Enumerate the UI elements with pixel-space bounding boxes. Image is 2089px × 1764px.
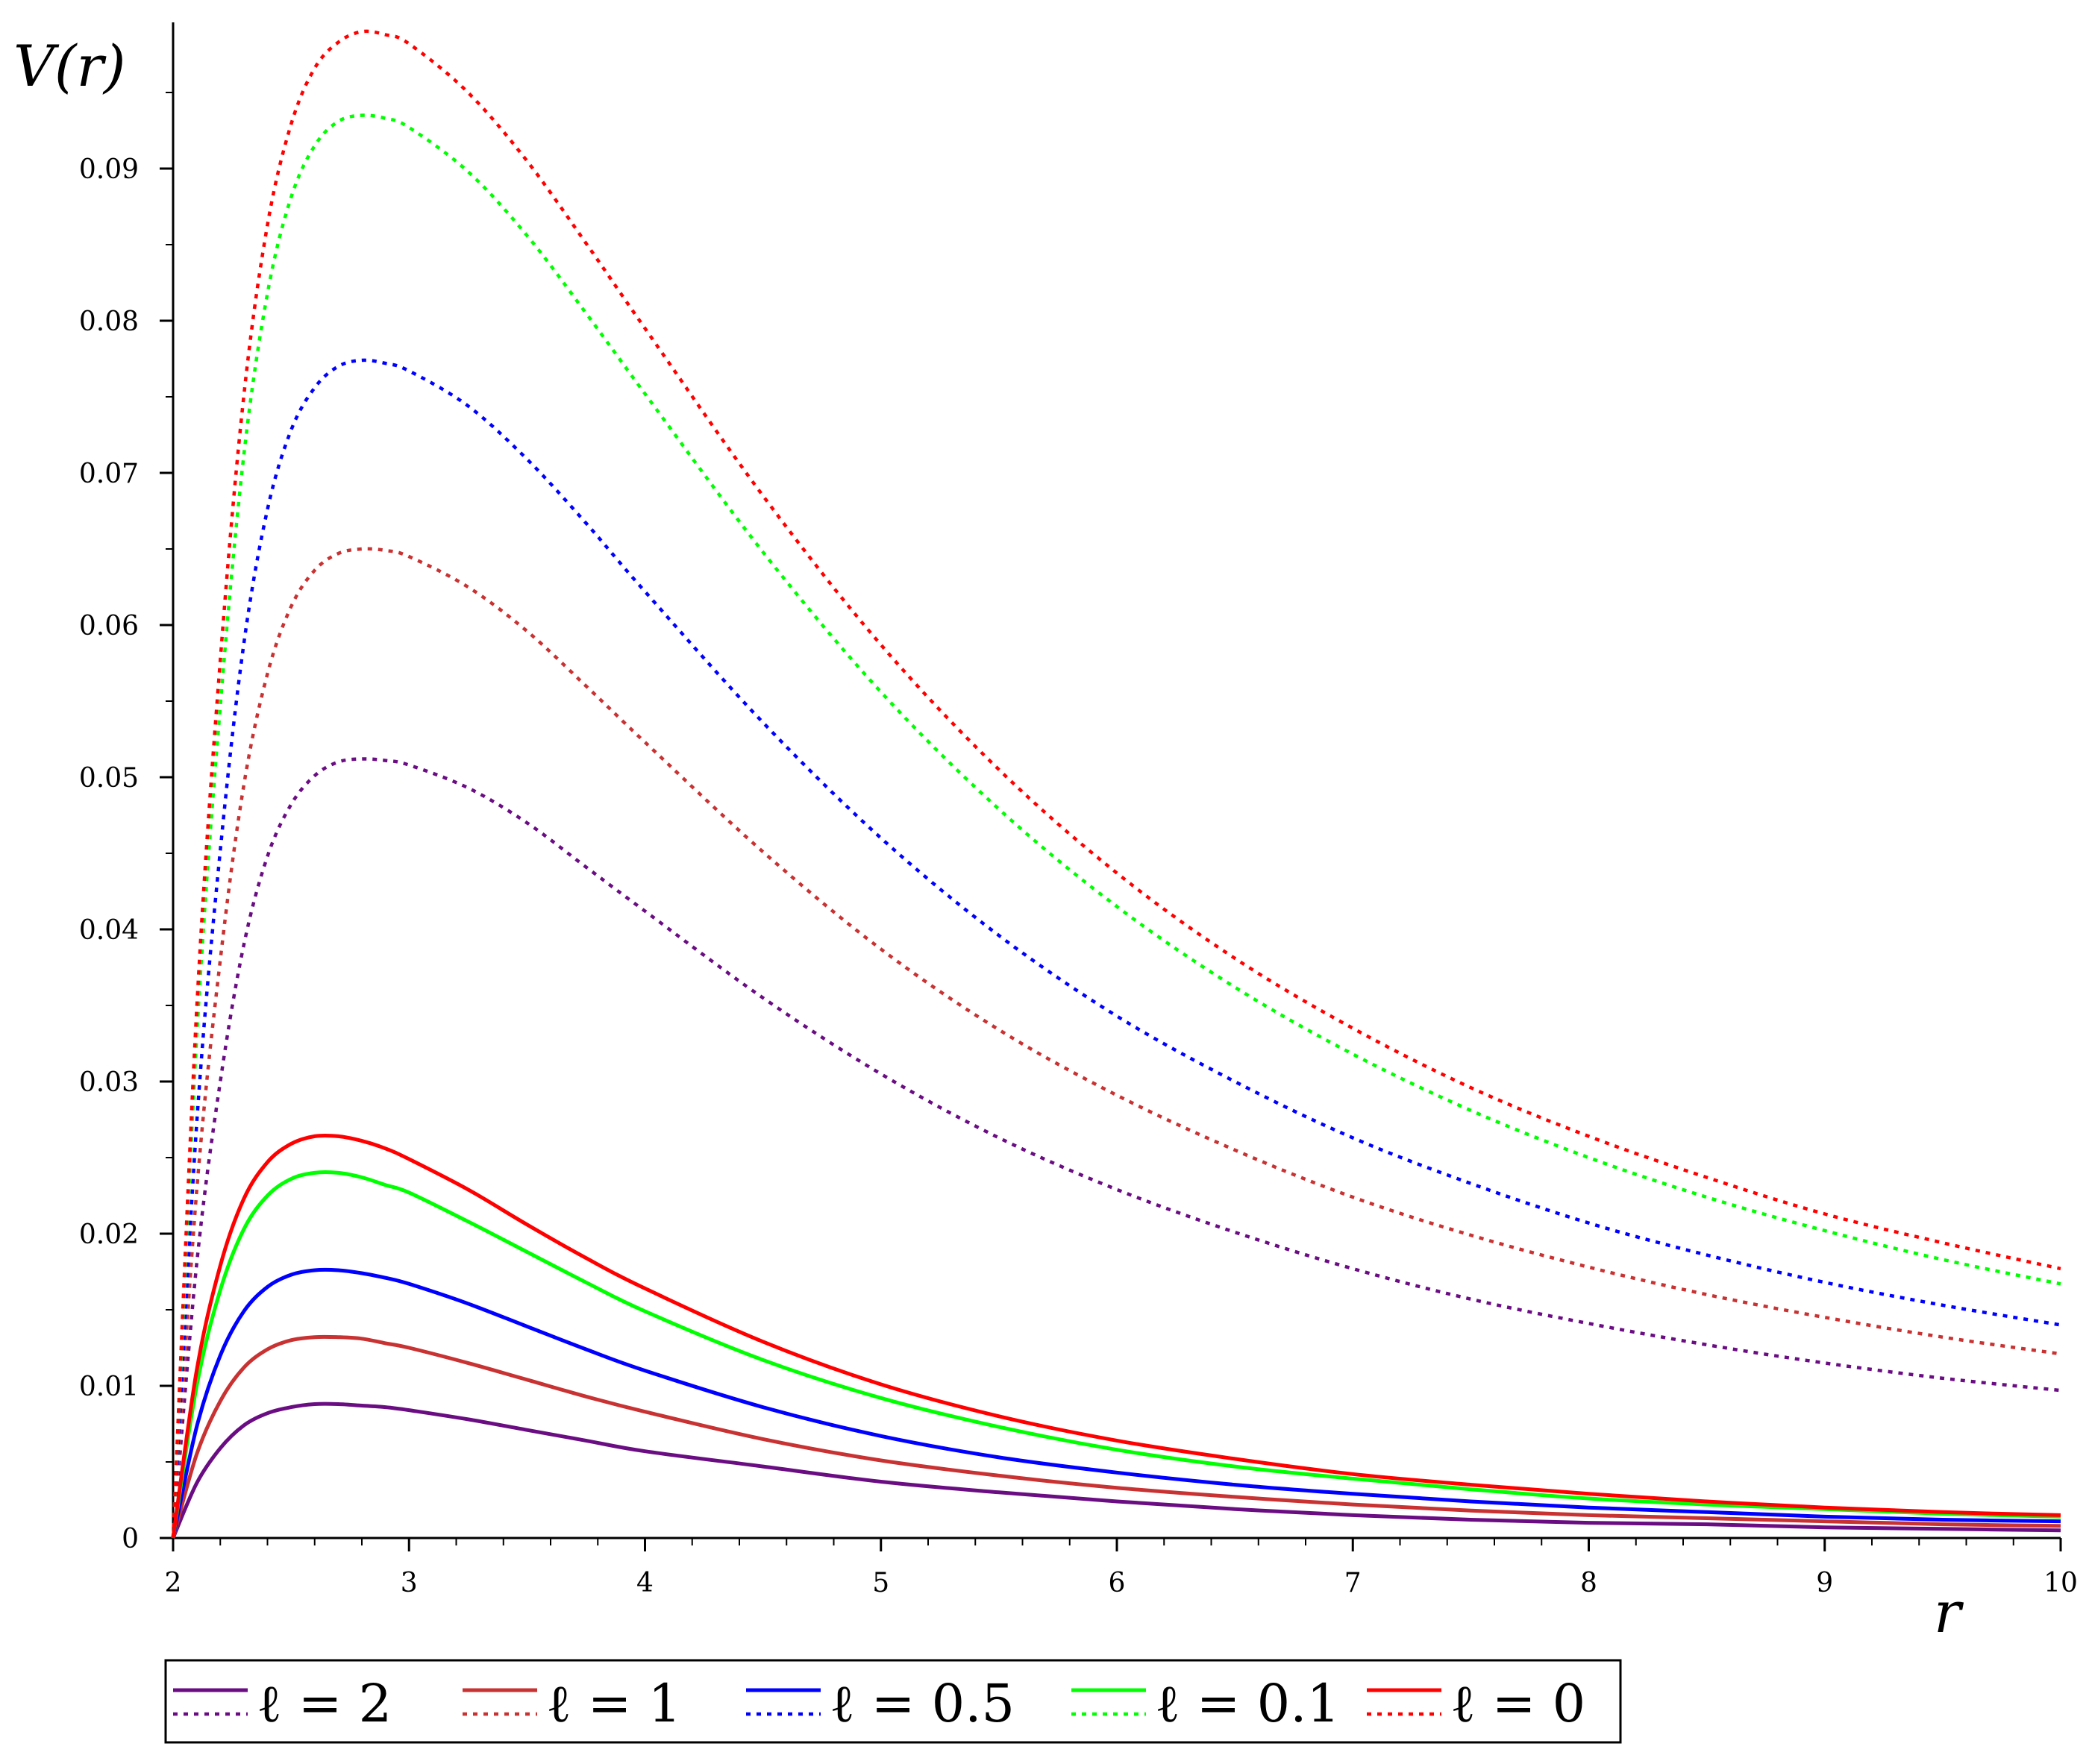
- y-tick-label: 0.03: [79, 1067, 139, 1098]
- series-line-solid: [171, 1402, 2061, 1539]
- series-line-dotted: [171, 757, 2061, 1539]
- legend-label: ℓ = 0: [1450, 1673, 1585, 1734]
- x-tick-label: 9: [1816, 1568, 1833, 1598]
- legend-label: ℓ = 1: [546, 1673, 681, 1734]
- legend-frame: [164, 1659, 1622, 1744]
- y-tick-label: 0.04: [79, 915, 139, 946]
- x-tick-label: 3: [401, 1568, 418, 1598]
- x-tick-label: 5: [872, 1568, 889, 1598]
- series-line-dotted: [171, 29, 2061, 1539]
- y-tick-label: 0.02: [79, 1220, 139, 1250]
- x-tick-label: 6: [1109, 1568, 1126, 1598]
- x-tick-label: 10: [2043, 1568, 2078, 1598]
- legend: ℓ = 2 ℓ = 1 ℓ = 0.5 ℓ = 0.1 ℓ = 0: [164, 1659, 1622, 1744]
- y-tick-label: 0.01: [79, 1372, 139, 1402]
- y-tick-label: 0: [122, 1524, 139, 1554]
- y-tick-label: 0.06: [79, 611, 139, 641]
- y-tick-label: 0.08: [79, 307, 139, 337]
- series-line-dotted: [171, 113, 2061, 1539]
- y-axis-title: V(r): [13, 33, 126, 99]
- series-line-dotted: [171, 547, 2061, 1539]
- x-tick-label: 7: [1344, 1568, 1362, 1598]
- x-tick-label: 8: [1580, 1568, 1597, 1598]
- axes: 2 3 4 5 6 7 8 9 10 0 0.01 0.02 0.03 0.04 0.05 0.06 0.07 0…: [79, 22, 2078, 1598]
- x-axis-title: r: [1934, 1579, 1964, 1645]
- series-line-solid: [171, 1334, 2061, 1539]
- legend-label: ℓ = 0.5: [830, 1673, 1015, 1734]
- x-tick-label: 4: [636, 1568, 654, 1598]
- series-line-solid: [171, 1170, 2061, 1539]
- series-lines: [171, 29, 2061, 1539]
- y-tick-label: 0.07: [79, 459, 139, 489]
- series-line-dotted: [171, 358, 2061, 1539]
- x-tick-label: 2: [165, 1568, 182, 1598]
- series-line-solid: [171, 1267, 2061, 1539]
- series-line-solid: [171, 1133, 2061, 1539]
- axis-labels: V(r) r: [13, 33, 1964, 1645]
- legend-label: ℓ = 2: [257, 1673, 392, 1734]
- legend-label: ℓ = 0.1: [1155, 1673, 1340, 1734]
- y-tick-label: 0.09: [79, 154, 139, 185]
- y-tick-label: 0.05: [79, 763, 139, 794]
